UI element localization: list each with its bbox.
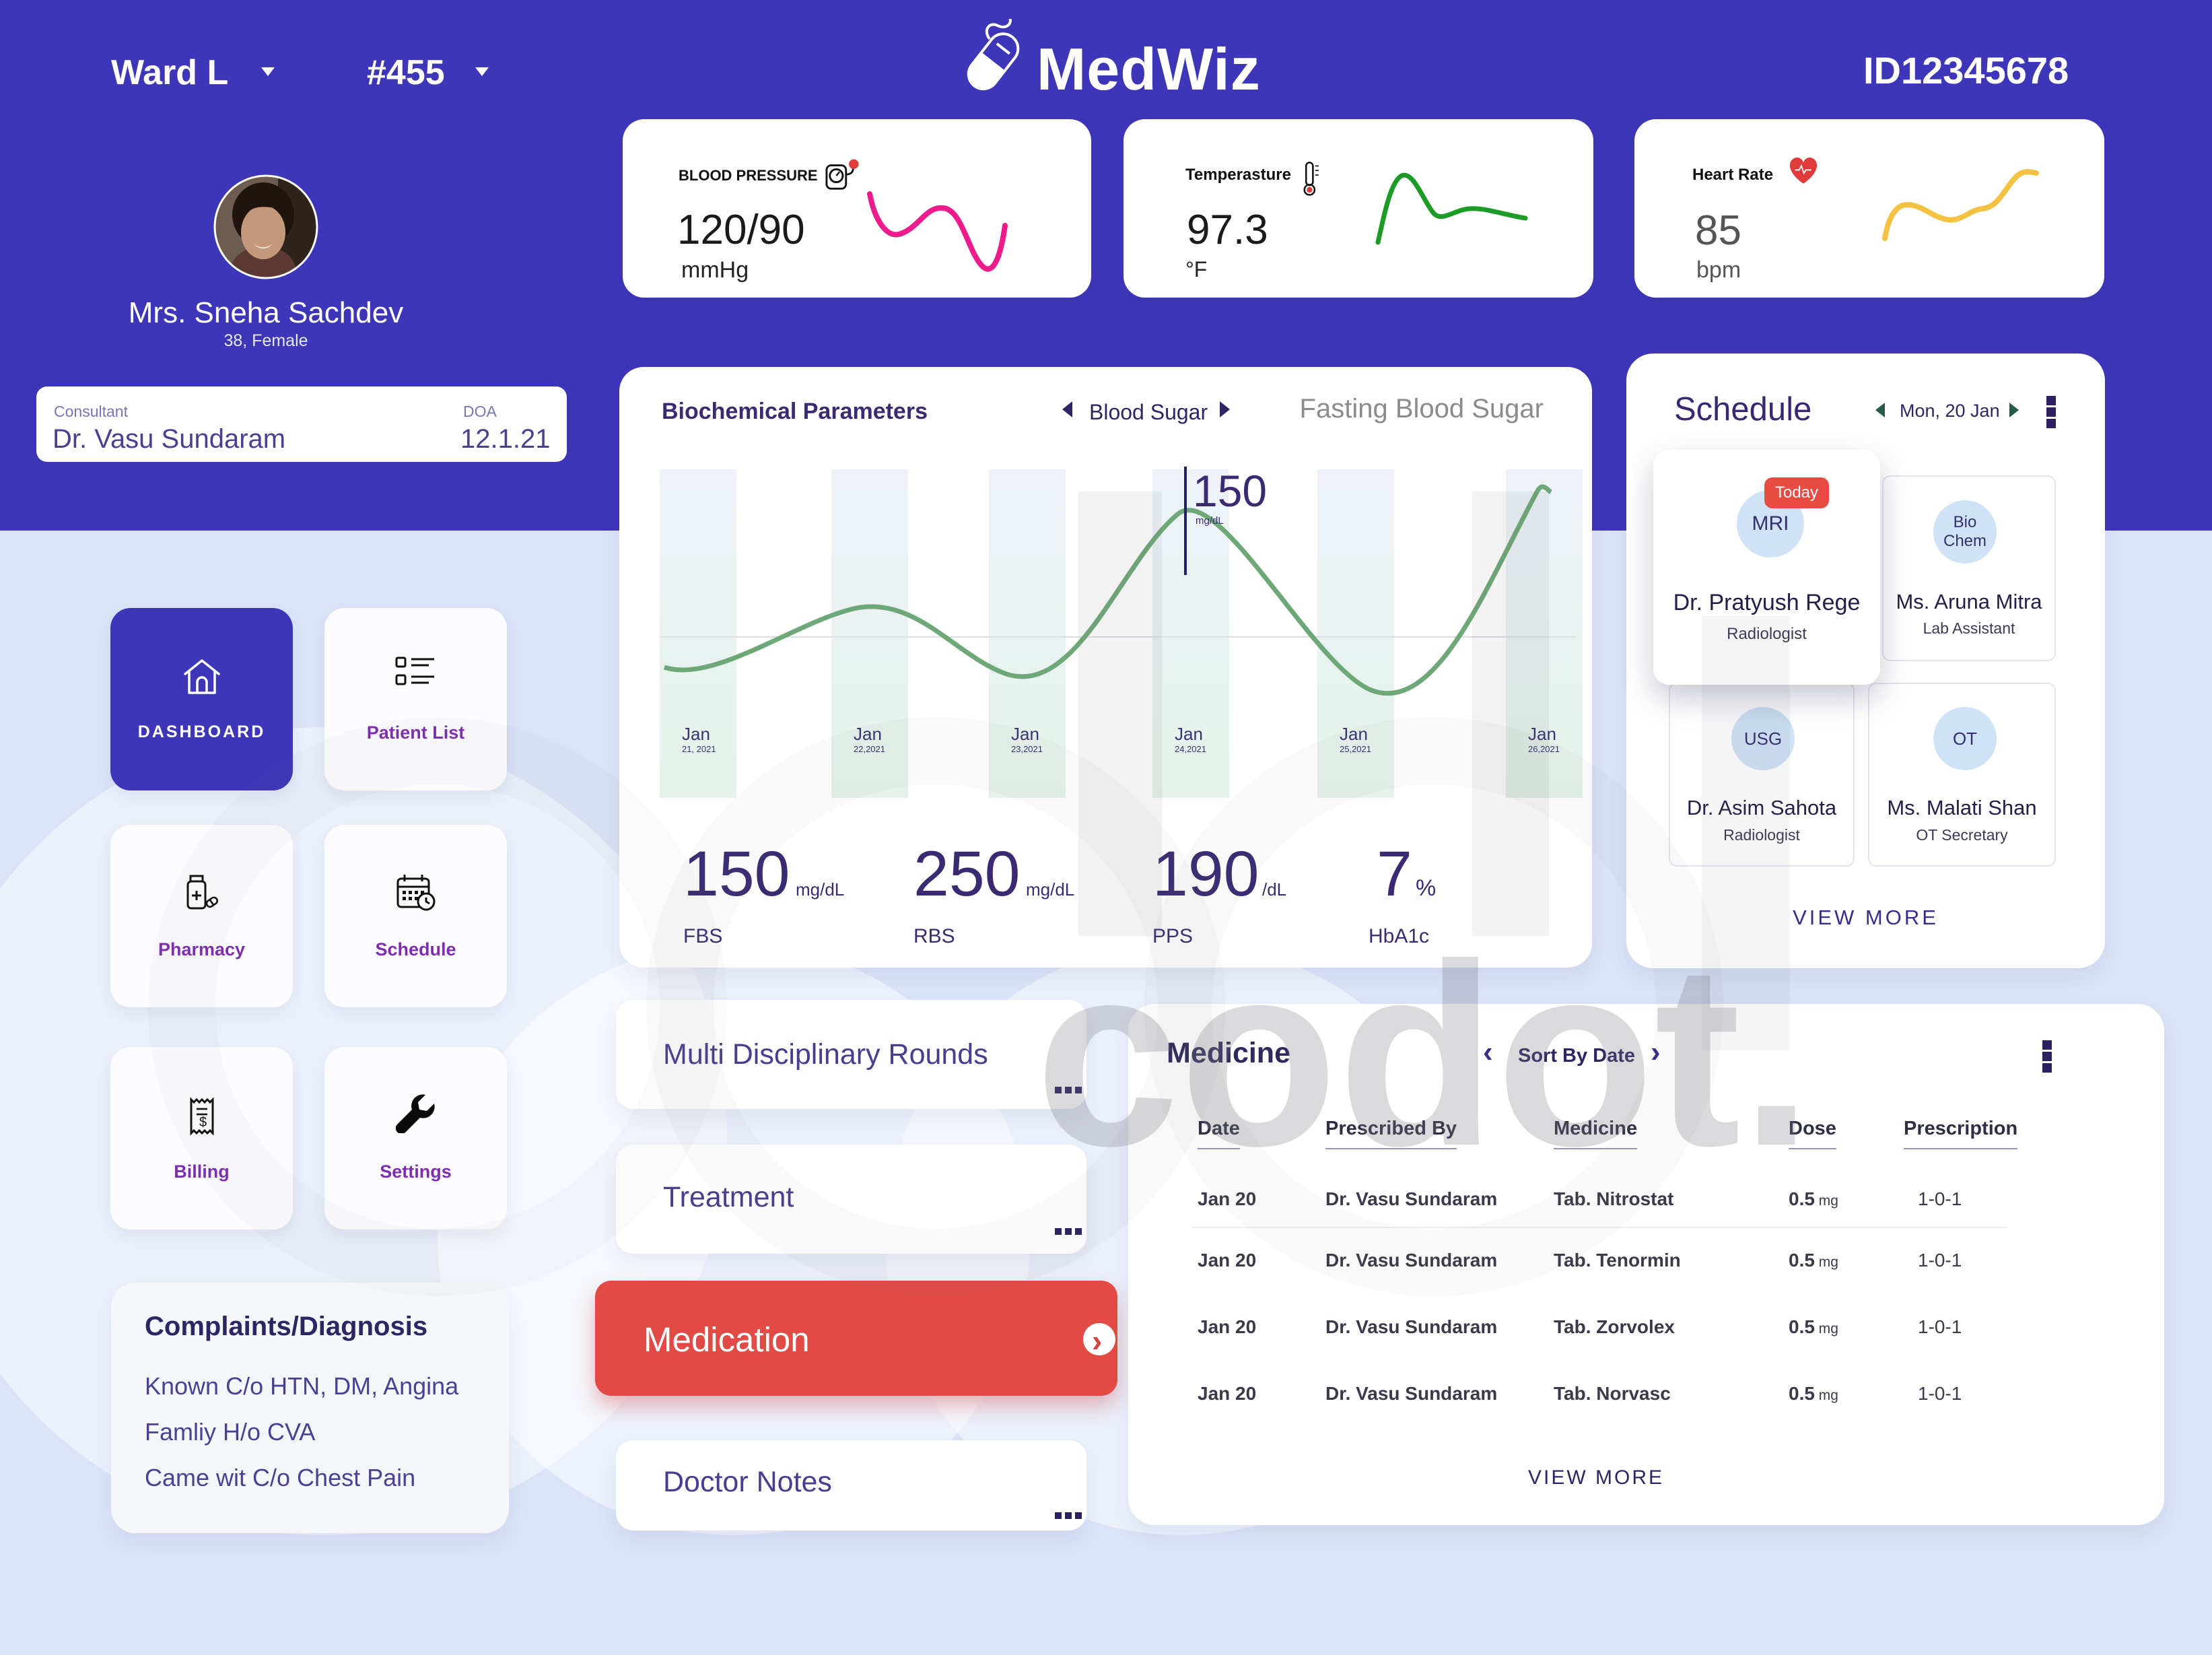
svg-text:mg/dL: mg/dL bbox=[1026, 879, 1074, 900]
svg-text:FBS: FBS bbox=[683, 925, 722, 947]
svg-text:21, 2021: 21, 2021 bbox=[682, 744, 716, 754]
svg-text:mg/dL: mg/dL bbox=[1196, 515, 1224, 527]
svg-text:PPS: PPS bbox=[1152, 925, 1193, 947]
svg-text:24,2021: 24,2021 bbox=[1175, 744, 1206, 754]
svg-text:RBS: RBS bbox=[913, 925, 955, 947]
svg-text:Jan: Jan bbox=[854, 724, 882, 744]
svg-text:25,2021: 25,2021 bbox=[1340, 744, 1371, 754]
svg-text:Jan: Jan bbox=[1011, 724, 1039, 744]
svg-text:Jan: Jan bbox=[1528, 724, 1556, 744]
svg-text:mg/dL: mg/dL bbox=[796, 879, 844, 900]
svg-text:150: 150 bbox=[683, 838, 790, 910]
svg-text:250: 250 bbox=[913, 838, 1021, 910]
svg-text:150: 150 bbox=[1193, 466, 1267, 516]
svg-text:23,2021: 23,2021 bbox=[1011, 744, 1043, 754]
svg-text:190: 190 bbox=[1152, 838, 1259, 910]
svg-text:Jan: Jan bbox=[682, 724, 710, 744]
svg-text:%: % bbox=[1416, 875, 1436, 901]
svg-text:HbA1c: HbA1c bbox=[1369, 925, 1429, 947]
svg-text:/dL: /dL bbox=[1262, 879, 1286, 900]
svg-text:$: $ bbox=[199, 1115, 207, 1130]
svg-text:7: 7 bbox=[1377, 838, 1412, 910]
svg-text:26,2021: 26,2021 bbox=[1528, 744, 1560, 754]
svg-text:Jan: Jan bbox=[1340, 724, 1368, 744]
svg-text:22,2021: 22,2021 bbox=[854, 744, 885, 754]
svg-text:Jan: Jan bbox=[1175, 724, 1203, 744]
